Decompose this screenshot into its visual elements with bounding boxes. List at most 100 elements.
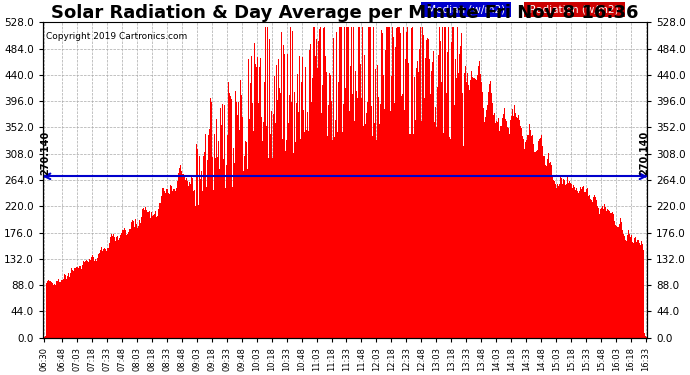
Bar [600, 208, 602, 338]
Bar [468, 86, 469, 338]
Bar [422, 27, 423, 338]
Bar [330, 75, 331, 338]
Bar [172, 190, 173, 338]
Bar [437, 87, 438, 338]
Bar [557, 184, 558, 338]
Bar [486, 105, 488, 338]
Bar [380, 104, 381, 338]
Bar [640, 242, 642, 338]
Bar [385, 50, 386, 338]
Bar [349, 111, 350, 338]
Bar [477, 66, 479, 338]
Bar [387, 27, 388, 338]
Bar [112, 236, 113, 338]
Bar [511, 116, 512, 338]
Bar [264, 82, 265, 338]
Bar [627, 235, 628, 338]
Bar [91, 257, 92, 338]
Bar [580, 187, 581, 338]
Bar [160, 202, 161, 338]
Bar [402, 94, 403, 338]
Bar [115, 241, 117, 338]
Bar [344, 27, 345, 338]
Bar [315, 56, 316, 338]
Bar [252, 104, 253, 338]
Bar [440, 41, 441, 338]
Bar [588, 196, 589, 338]
Bar [615, 226, 617, 338]
Bar [241, 95, 242, 338]
Bar [608, 210, 609, 338]
Bar [175, 191, 176, 338]
Bar [543, 156, 544, 338]
Text: Median (w/m2): Median (w/m2) [424, 5, 508, 15]
Bar [162, 188, 164, 338]
Bar [493, 115, 494, 338]
Bar [469, 90, 470, 338]
Bar [259, 67, 260, 338]
Bar [52, 283, 53, 338]
Bar [370, 27, 371, 338]
Bar [331, 101, 332, 338]
Bar [533, 144, 534, 338]
Bar [384, 110, 385, 338]
Bar [245, 141, 246, 338]
Bar [90, 260, 91, 338]
Bar [578, 193, 579, 338]
Bar [288, 123, 289, 338]
Bar [240, 80, 241, 338]
Bar [357, 98, 358, 338]
Bar [520, 126, 521, 338]
Bar [496, 120, 497, 338]
Bar [463, 146, 464, 338]
Bar [537, 150, 538, 338]
Bar [119, 238, 120, 338]
Bar [571, 183, 572, 338]
Bar [322, 85, 323, 338]
Bar [92, 255, 93, 338]
Bar [529, 123, 530, 338]
Bar [443, 132, 444, 338]
Bar [386, 27, 387, 338]
Bar [559, 184, 560, 338]
Bar [597, 206, 598, 338]
Bar [222, 105, 223, 338]
Bar [642, 251, 644, 338]
Bar [70, 273, 71, 338]
Bar [228, 82, 229, 338]
Bar [82, 265, 83, 338]
Bar [484, 122, 485, 338]
Bar [100, 250, 101, 338]
Bar [88, 262, 90, 338]
Bar [355, 71, 356, 338]
Bar [472, 76, 473, 338]
Bar [451, 42, 452, 338]
Bar [104, 248, 106, 338]
Bar [296, 103, 297, 338]
Bar [356, 92, 357, 338]
Bar [189, 182, 190, 338]
Bar [508, 128, 509, 338]
Bar [178, 172, 179, 338]
Bar [426, 40, 427, 338]
Bar [604, 207, 606, 338]
Bar [108, 248, 109, 338]
Bar [206, 188, 207, 338]
Bar [396, 28, 397, 338]
Bar [279, 88, 280, 338]
Bar [332, 140, 333, 338]
Bar [258, 103, 259, 338]
Bar [130, 229, 131, 338]
Bar [376, 140, 377, 338]
Bar [369, 27, 370, 338]
Bar [345, 88, 346, 338]
Bar [510, 120, 511, 338]
Bar [50, 281, 52, 338]
Bar [460, 46, 461, 338]
Bar [461, 33, 462, 338]
Bar [505, 119, 506, 338]
Bar [185, 180, 186, 338]
Bar [324, 27, 325, 338]
Bar [184, 176, 185, 338]
Bar [464, 73, 465, 338]
